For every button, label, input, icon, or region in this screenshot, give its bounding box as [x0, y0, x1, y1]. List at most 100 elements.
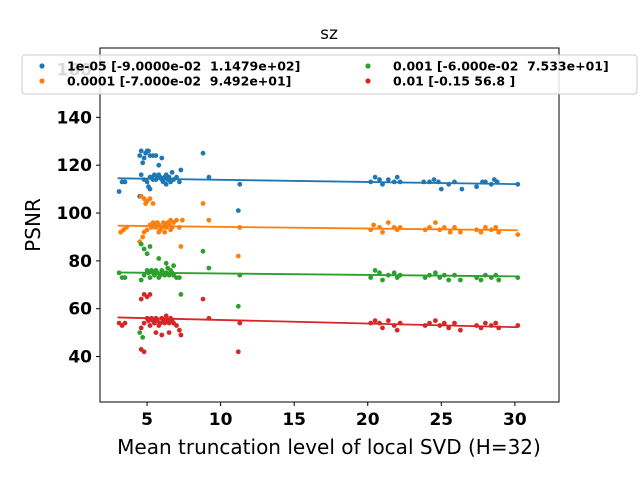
data-point [122, 320, 128, 326]
data-point [206, 265, 212, 271]
axis-ticks: 51015202530406080100120140160 [57, 61, 527, 430]
fit-line-2 [117, 271, 518, 278]
x-axis-label: Mean truncation level of local SVD (H=32… [117, 435, 541, 459]
y-axis-label: PSNR [21, 198, 45, 252]
data-point [377, 270, 382, 276]
data-point [496, 277, 502, 283]
data-point [178, 167, 184, 173]
x-tick-label: 30 [503, 410, 527, 430]
data-point [180, 217, 185, 223]
data-point [433, 270, 438, 276]
series-0 [116, 148, 521, 214]
data-point [385, 220, 391, 226]
data-point [235, 208, 241, 214]
data-point [391, 270, 397, 276]
data-point [141, 349, 147, 355]
data-point [141, 246, 147, 252]
data-point [144, 251, 150, 257]
x-tick-label: 10 [209, 410, 233, 430]
data-point [163, 260, 169, 266]
legend-marker [365, 63, 371, 69]
data-point [150, 201, 156, 206]
y-tick-label: 40 [68, 348, 92, 368]
data-point [153, 153, 159, 159]
x-tick-label: 15 [282, 410, 306, 430]
data-point [235, 253, 241, 259]
data-point [140, 335, 146, 340]
data-point [459, 186, 465, 192]
data-point [156, 256, 162, 261]
data-point [235, 303, 241, 309]
data-point [200, 296, 206, 302]
data-point [493, 225, 499, 230]
data-point [140, 234, 146, 240]
data-point [200, 248, 206, 254]
data-point [147, 292, 153, 297]
x-tick-label: 5 [141, 410, 153, 430]
data-point [441, 320, 447, 326]
data-point [156, 162, 162, 168]
data-point [446, 277, 452, 283]
data-point [235, 349, 241, 355]
data-point [493, 320, 499, 326]
data-point [206, 217, 212, 223]
x-tick-label: 20 [356, 410, 380, 430]
data-point [159, 155, 165, 161]
data-point [371, 222, 376, 228]
data-point [141, 272, 147, 278]
data-point [438, 186, 444, 192]
data-point [446, 325, 452, 331]
y-tick-label: 60 [68, 300, 92, 320]
data-point [147, 323, 153, 328]
data-point [385, 177, 391, 183]
y-tick-label: 80 [68, 252, 92, 272]
data-point [458, 327, 463, 333]
data-point [431, 177, 437, 183]
legend-label: 0.0001 [-7.000e-02 9.492e+01] [67, 74, 291, 89]
data-point [147, 186, 153, 192]
data-point [394, 327, 400, 333]
data-point [159, 332, 165, 338]
data-point [140, 160, 146, 166]
data-point [237, 320, 243, 326]
legend-box [21, 54, 638, 95]
data-point [138, 296, 144, 302]
data-point [394, 174, 400, 180]
legend-marker [39, 63, 45, 69]
data-point [141, 155, 147, 161]
fit-line-3 [117, 316, 518, 329]
x-tick-label: 25 [429, 410, 453, 430]
series-1 [117, 193, 521, 259]
fit-line-1 [117, 224, 518, 232]
data-point [138, 325, 144, 331]
data-point [237, 181, 243, 187]
data-point [380, 277, 385, 283]
data-point [137, 330, 143, 335]
data-point [483, 320, 488, 326]
data-point [137, 153, 143, 159]
data-point [122, 275, 128, 280]
data-point [168, 227, 174, 233]
data-point [422, 275, 428, 280]
data-point [162, 229, 168, 235]
data-point [138, 172, 144, 178]
data-point [447, 229, 453, 235]
data-point [177, 327, 182, 333]
data-point [478, 229, 484, 235]
data-point [141, 320, 147, 326]
data-point [177, 275, 182, 280]
legend-marker [365, 78, 371, 84]
data-point [433, 220, 438, 226]
data-point [200, 201, 206, 206]
data-point [138, 241, 144, 247]
data-point [458, 277, 463, 283]
data-point [147, 275, 153, 280]
data-point [174, 217, 179, 223]
data-point [372, 318, 378, 324]
data-point [474, 184, 479, 190]
data-point [200, 150, 206, 156]
series-2 [116, 241, 521, 340]
data-point [385, 318, 391, 324]
data-point [496, 229, 502, 235]
